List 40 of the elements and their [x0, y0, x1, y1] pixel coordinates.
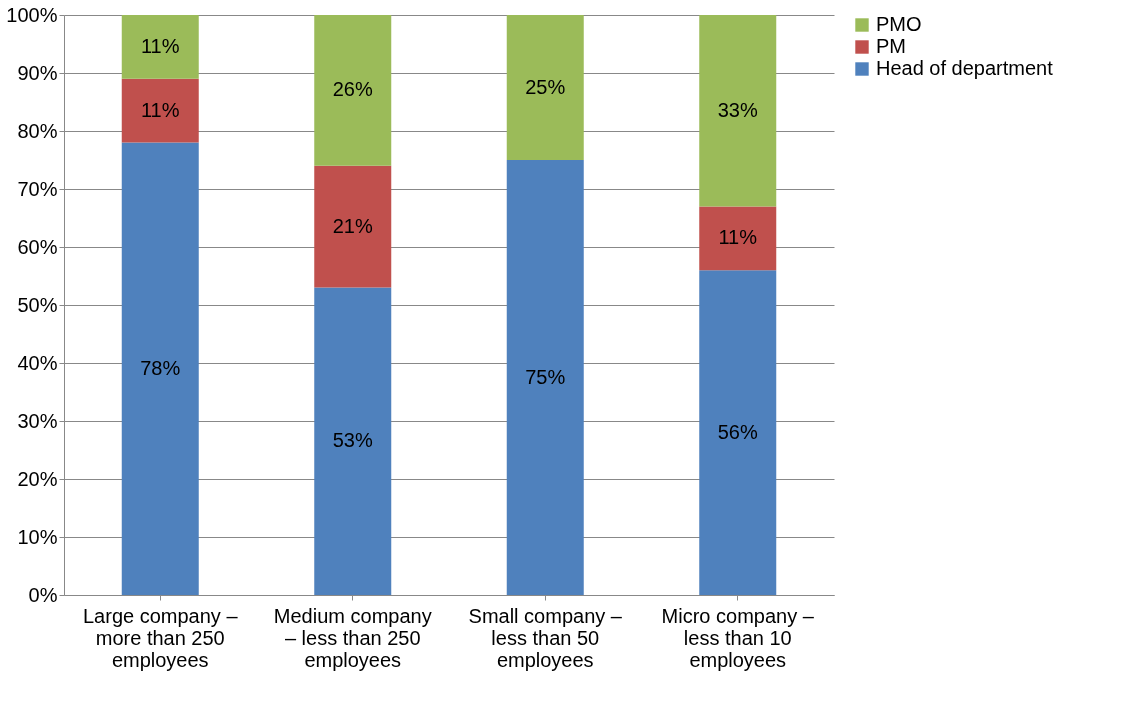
bar: [506, 15, 584, 160]
legend-label: PM: [876, 35, 906, 57]
data-label: 11%: [140, 98, 180, 121]
y-tick-label: 30%: [17, 409, 58, 432]
bar: [506, 160, 584, 595]
y-tick-label: 100%: [6, 3, 58, 26]
data-label: 33%: [717, 98, 758, 121]
y-tick-label: 70%: [17, 177, 58, 200]
data-label: 11%: [718, 226, 758, 249]
x-tick-label: Medium company – less than 250 employees: [273, 604, 432, 671]
y-tick-label: 60%: [17, 235, 58, 258]
data-label: 21%: [332, 214, 373, 237]
y-tick-label: 20%: [17, 467, 58, 490]
data-label: 75%: [525, 365, 566, 388]
bar: [314, 287, 392, 595]
legend-label: Head of department: [876, 57, 1054, 79]
y-tick-label: 80%: [17, 119, 58, 142]
bar: [314, 15, 392, 166]
bar: [121, 15, 199, 79]
bar: [699, 206, 777, 271]
y-tick-label: 50%: [17, 293, 58, 316]
data-label: 78%: [140, 356, 181, 379]
bar: [699, 270, 777, 595]
data-label: 11%: [140, 34, 180, 57]
data-label: 26%: [332, 78, 373, 101]
x-tick-label: Small company – less than 50 employees: [468, 604, 623, 671]
x-tick-label: Micro company – less than 10 employees: [661, 604, 815, 671]
y-tick-label: 40%: [17, 351, 58, 374]
y-tick-label: 90%: [17, 61, 58, 84]
legend-label: PMO: [876, 13, 922, 35]
bar: [121, 78, 199, 143]
data-label: 53%: [332, 429, 373, 452]
bar: [121, 142, 199, 595]
bar: [314, 165, 392, 288]
data-label: 25%: [525, 75, 566, 98]
data-label: 56%: [717, 420, 758, 443]
y-tick-label: 0%: [28, 583, 58, 606]
x-tick-label: Large company – more than 250 employees: [82, 604, 239, 671]
y-tick-label: 10%: [17, 525, 58, 548]
bar: [699, 15, 777, 207]
